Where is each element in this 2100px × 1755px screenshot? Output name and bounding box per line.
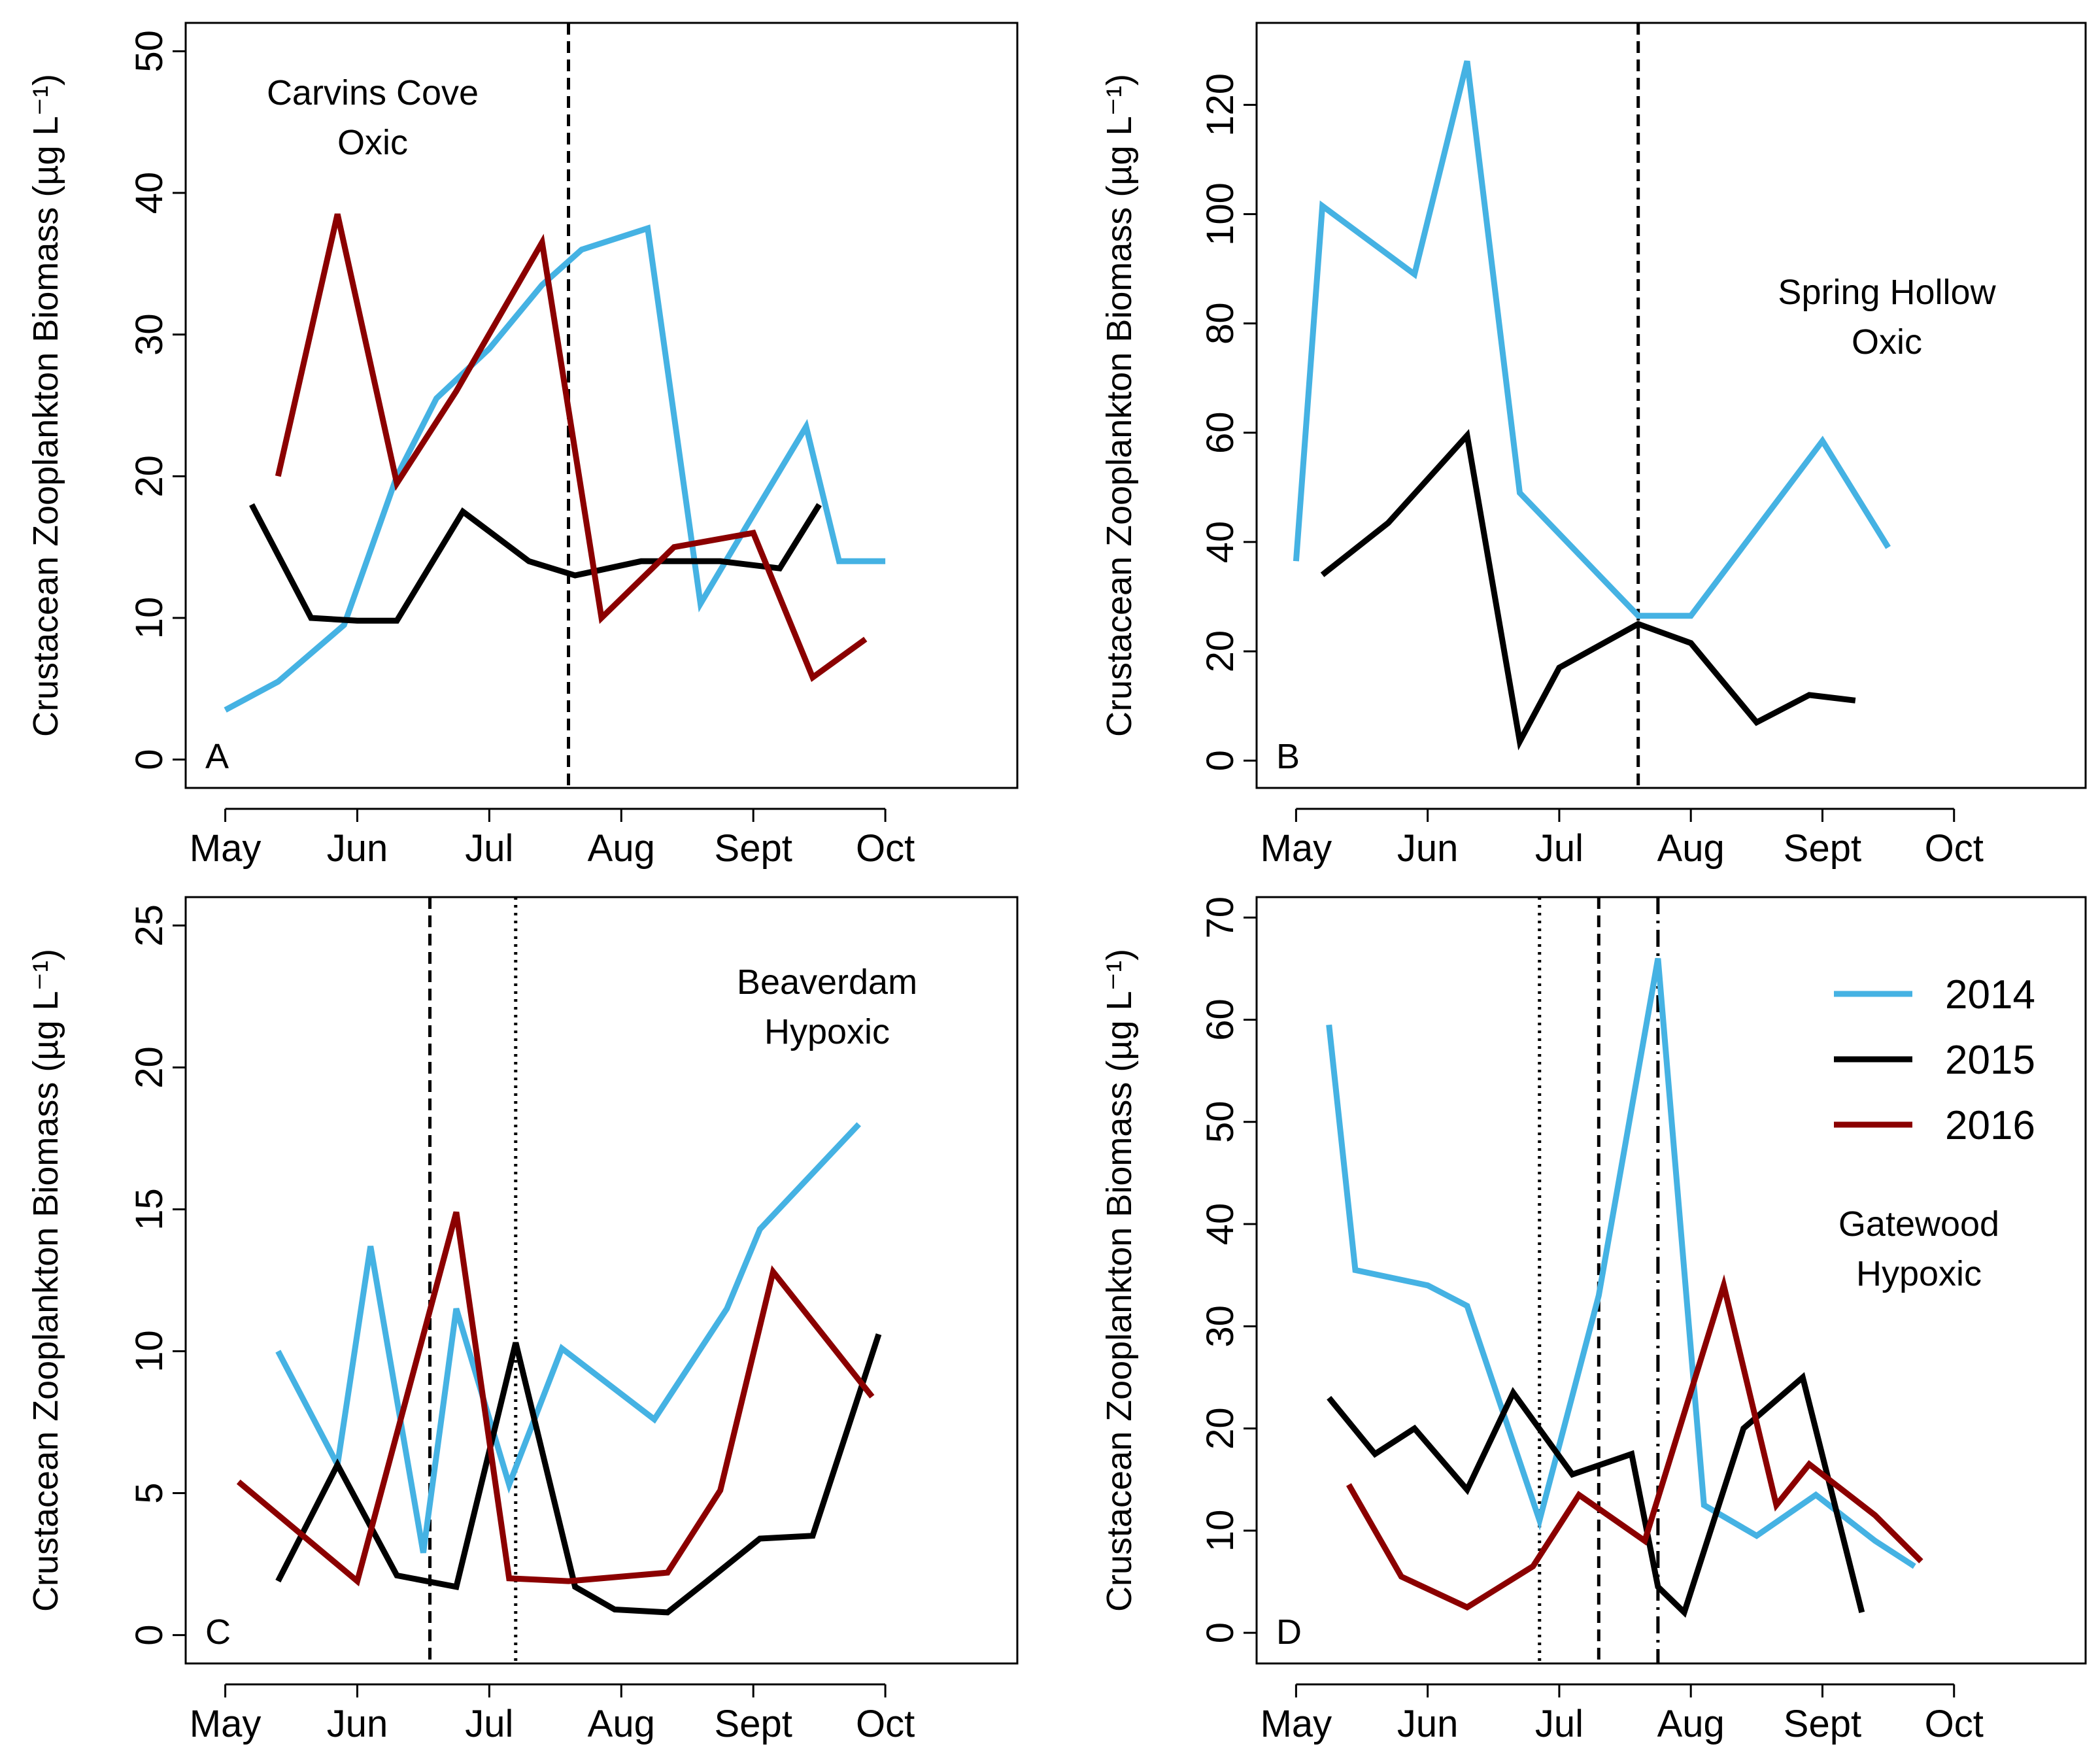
x-tick-label: May <box>190 1703 262 1745</box>
series-line-2016 <box>236 1211 875 1587</box>
y-tick-label: 20 <box>128 1046 171 1089</box>
panel-annotation: Hypoxic <box>1856 1254 1982 1293</box>
y-axis-label: Crustacean Zooplankton Biomass (µg L⁻¹) <box>1100 949 1139 1612</box>
y-tick-label: 60 <box>1199 998 1242 1041</box>
y-tick-label: 0 <box>1199 1622 1242 1643</box>
plot-frame <box>184 22 1019 789</box>
panel-annotation: Spring Hollow <box>1778 273 1996 312</box>
series-line-2015 <box>275 1333 882 1616</box>
y-tick-label: 40 <box>1199 1203 1242 1246</box>
x-tick-label: May <box>190 827 262 870</box>
x-tick-label: Oct <box>1925 827 1984 870</box>
x-tick-label: Jul <box>1535 827 1583 870</box>
y-axis-label: Crustacean Zooplankton Biomass (µg L⁻¹) <box>26 949 65 1612</box>
series-line-2015 <box>249 503 822 624</box>
y-tick-label: 50 <box>1199 1101 1242 1144</box>
panel-annotation: Hypoxic <box>764 1012 890 1051</box>
x-tick-label: Oct <box>856 1703 915 1745</box>
y-tick-label: 15 <box>128 1188 171 1231</box>
y-tick-label: 40 <box>128 172 171 214</box>
y-tick-label: 0 <box>128 749 171 770</box>
y-tick-label: 70 <box>1199 896 1242 939</box>
panel-letter: A <box>205 737 229 776</box>
panel-annotation: Gatewood <box>1838 1204 1999 1244</box>
plot-frame <box>184 896 1019 1665</box>
panel-letter: B <box>1276 737 1300 776</box>
x-tick-label: Jul <box>1535 1703 1583 1745</box>
panel-d: 0 10 20 30 40 50 60 70 Crustacean Zooplankton Bi… <box>1100 896 2087 1745</box>
panel-annotation: Beaverdam <box>737 963 917 1002</box>
y-tick-label: 30 <box>1199 1305 1242 1348</box>
y-axis: 0 10 20 30 40 50 60 70 <box>1199 896 1257 1643</box>
panel-annotation: Oxic <box>337 123 408 162</box>
y-tick-label: 25 <box>128 904 171 947</box>
x-tick-label: May <box>1261 827 1332 870</box>
y-tick-label: 80 <box>1199 302 1242 345</box>
x-tick-label: Jun <box>1397 1703 1459 1745</box>
panel-b: 0 20 40 60 80 100 120 Crustacean Zooplankton Bi… <box>1100 22 2087 870</box>
panel-letter: D <box>1276 1612 1302 1652</box>
x-tick-label: Aug <box>1657 827 1725 870</box>
x-axis: May Jun Jul Aug Sept Oct <box>1261 808 1984 870</box>
legend-label: 2015 <box>1945 1038 2035 1083</box>
series-line-2016 <box>275 213 868 682</box>
series-line-2014 <box>224 224 886 713</box>
x-tick-label: Jul <box>465 1703 513 1745</box>
y-axis: 0 20 40 60 80 100 120 <box>1199 73 1257 771</box>
y-tick-label: 100 <box>1199 182 1242 246</box>
x-tick-label: Oct <box>856 827 915 870</box>
panel-c: 0 5 10 15 20 25 Crustacean Zooplankton Biomass… <box>26 896 1019 1745</box>
x-axis: May Jun Jul Aug Sept Oct <box>190 808 915 870</box>
x-tick-label: Sept <box>1784 827 1861 870</box>
y-axis: 0 10 20 30 40 50 <box>128 30 186 770</box>
y-axis-label: Crustacean Zooplankton Biomass (µg L⁻¹) <box>26 74 65 737</box>
series-line-2014 <box>275 1122 861 1554</box>
panel-annotation: Carvins Cove <box>267 73 479 112</box>
panel-annotation: Oxic <box>1852 322 1922 362</box>
y-tick-label: 30 <box>128 313 171 356</box>
panel-a: 0 10 20 30 40 50 Crustacean Zooplankton Biomas… <box>26 22 1019 870</box>
y-tick-label: 120 <box>1199 73 1242 137</box>
x-tick-label: Oct <box>1925 1703 1984 1745</box>
series-line-2016 <box>1346 1274 1923 1611</box>
series-line-2014 <box>1326 958 1916 1569</box>
y-axis-label: Crustacean Zooplankton Biomass (µg L⁻¹) <box>1100 74 1139 737</box>
plot-frame <box>1255 22 2087 789</box>
x-tick-label: Aug <box>588 1703 655 1745</box>
y-tick-label: 0 <box>128 1624 171 1645</box>
y-tick-label: 10 <box>128 1330 171 1372</box>
x-tick-label: Jul <box>465 827 513 870</box>
y-tick-label: 0 <box>1199 750 1242 771</box>
x-tick-label: Sept <box>715 1703 792 1745</box>
y-tick-label: 20 <box>1199 1407 1242 1450</box>
series-line-2015 <box>1320 429 1856 751</box>
y-tick-label: 60 <box>1199 412 1242 454</box>
y-tick-label: 10 <box>1199 1510 1242 1552</box>
series-line-2014 <box>1293 60 1891 619</box>
x-tick-label: Sept <box>715 827 792 870</box>
legend: 2014 2015 2016 <box>1834 972 2035 1148</box>
y-tick-label: 40 <box>1199 521 1242 564</box>
x-tick-label: Jun <box>327 827 388 870</box>
x-tick-label: Aug <box>1657 1703 1725 1745</box>
y-tick-label: 20 <box>1199 630 1242 673</box>
y-tick-label: 20 <box>128 455 171 498</box>
plot-frame <box>1255 896 2087 1665</box>
y-tick-label: 10 <box>128 597 171 639</box>
y-tick-label: 50 <box>128 30 171 73</box>
x-tick-label: Jun <box>327 1703 388 1745</box>
x-tick-label: Aug <box>588 827 655 870</box>
panel-letter: C <box>205 1612 231 1652</box>
legend-label: 2014 <box>1945 972 2035 1017</box>
y-axis: 0 5 10 15 20 25 <box>128 904 186 1646</box>
x-axis: May Jun Jul Aug Sept Oct <box>190 1683 915 1745</box>
x-axis: May Jun Jul Aug Sept Oct <box>1261 1683 1984 1745</box>
x-tick-label: Jun <box>1397 827 1459 870</box>
x-tick-label: Sept <box>1784 1703 1861 1745</box>
x-tick-label: May <box>1261 1703 1332 1745</box>
legend-label: 2016 <box>1945 1103 2035 1148</box>
y-tick-label: 5 <box>128 1482 171 1503</box>
